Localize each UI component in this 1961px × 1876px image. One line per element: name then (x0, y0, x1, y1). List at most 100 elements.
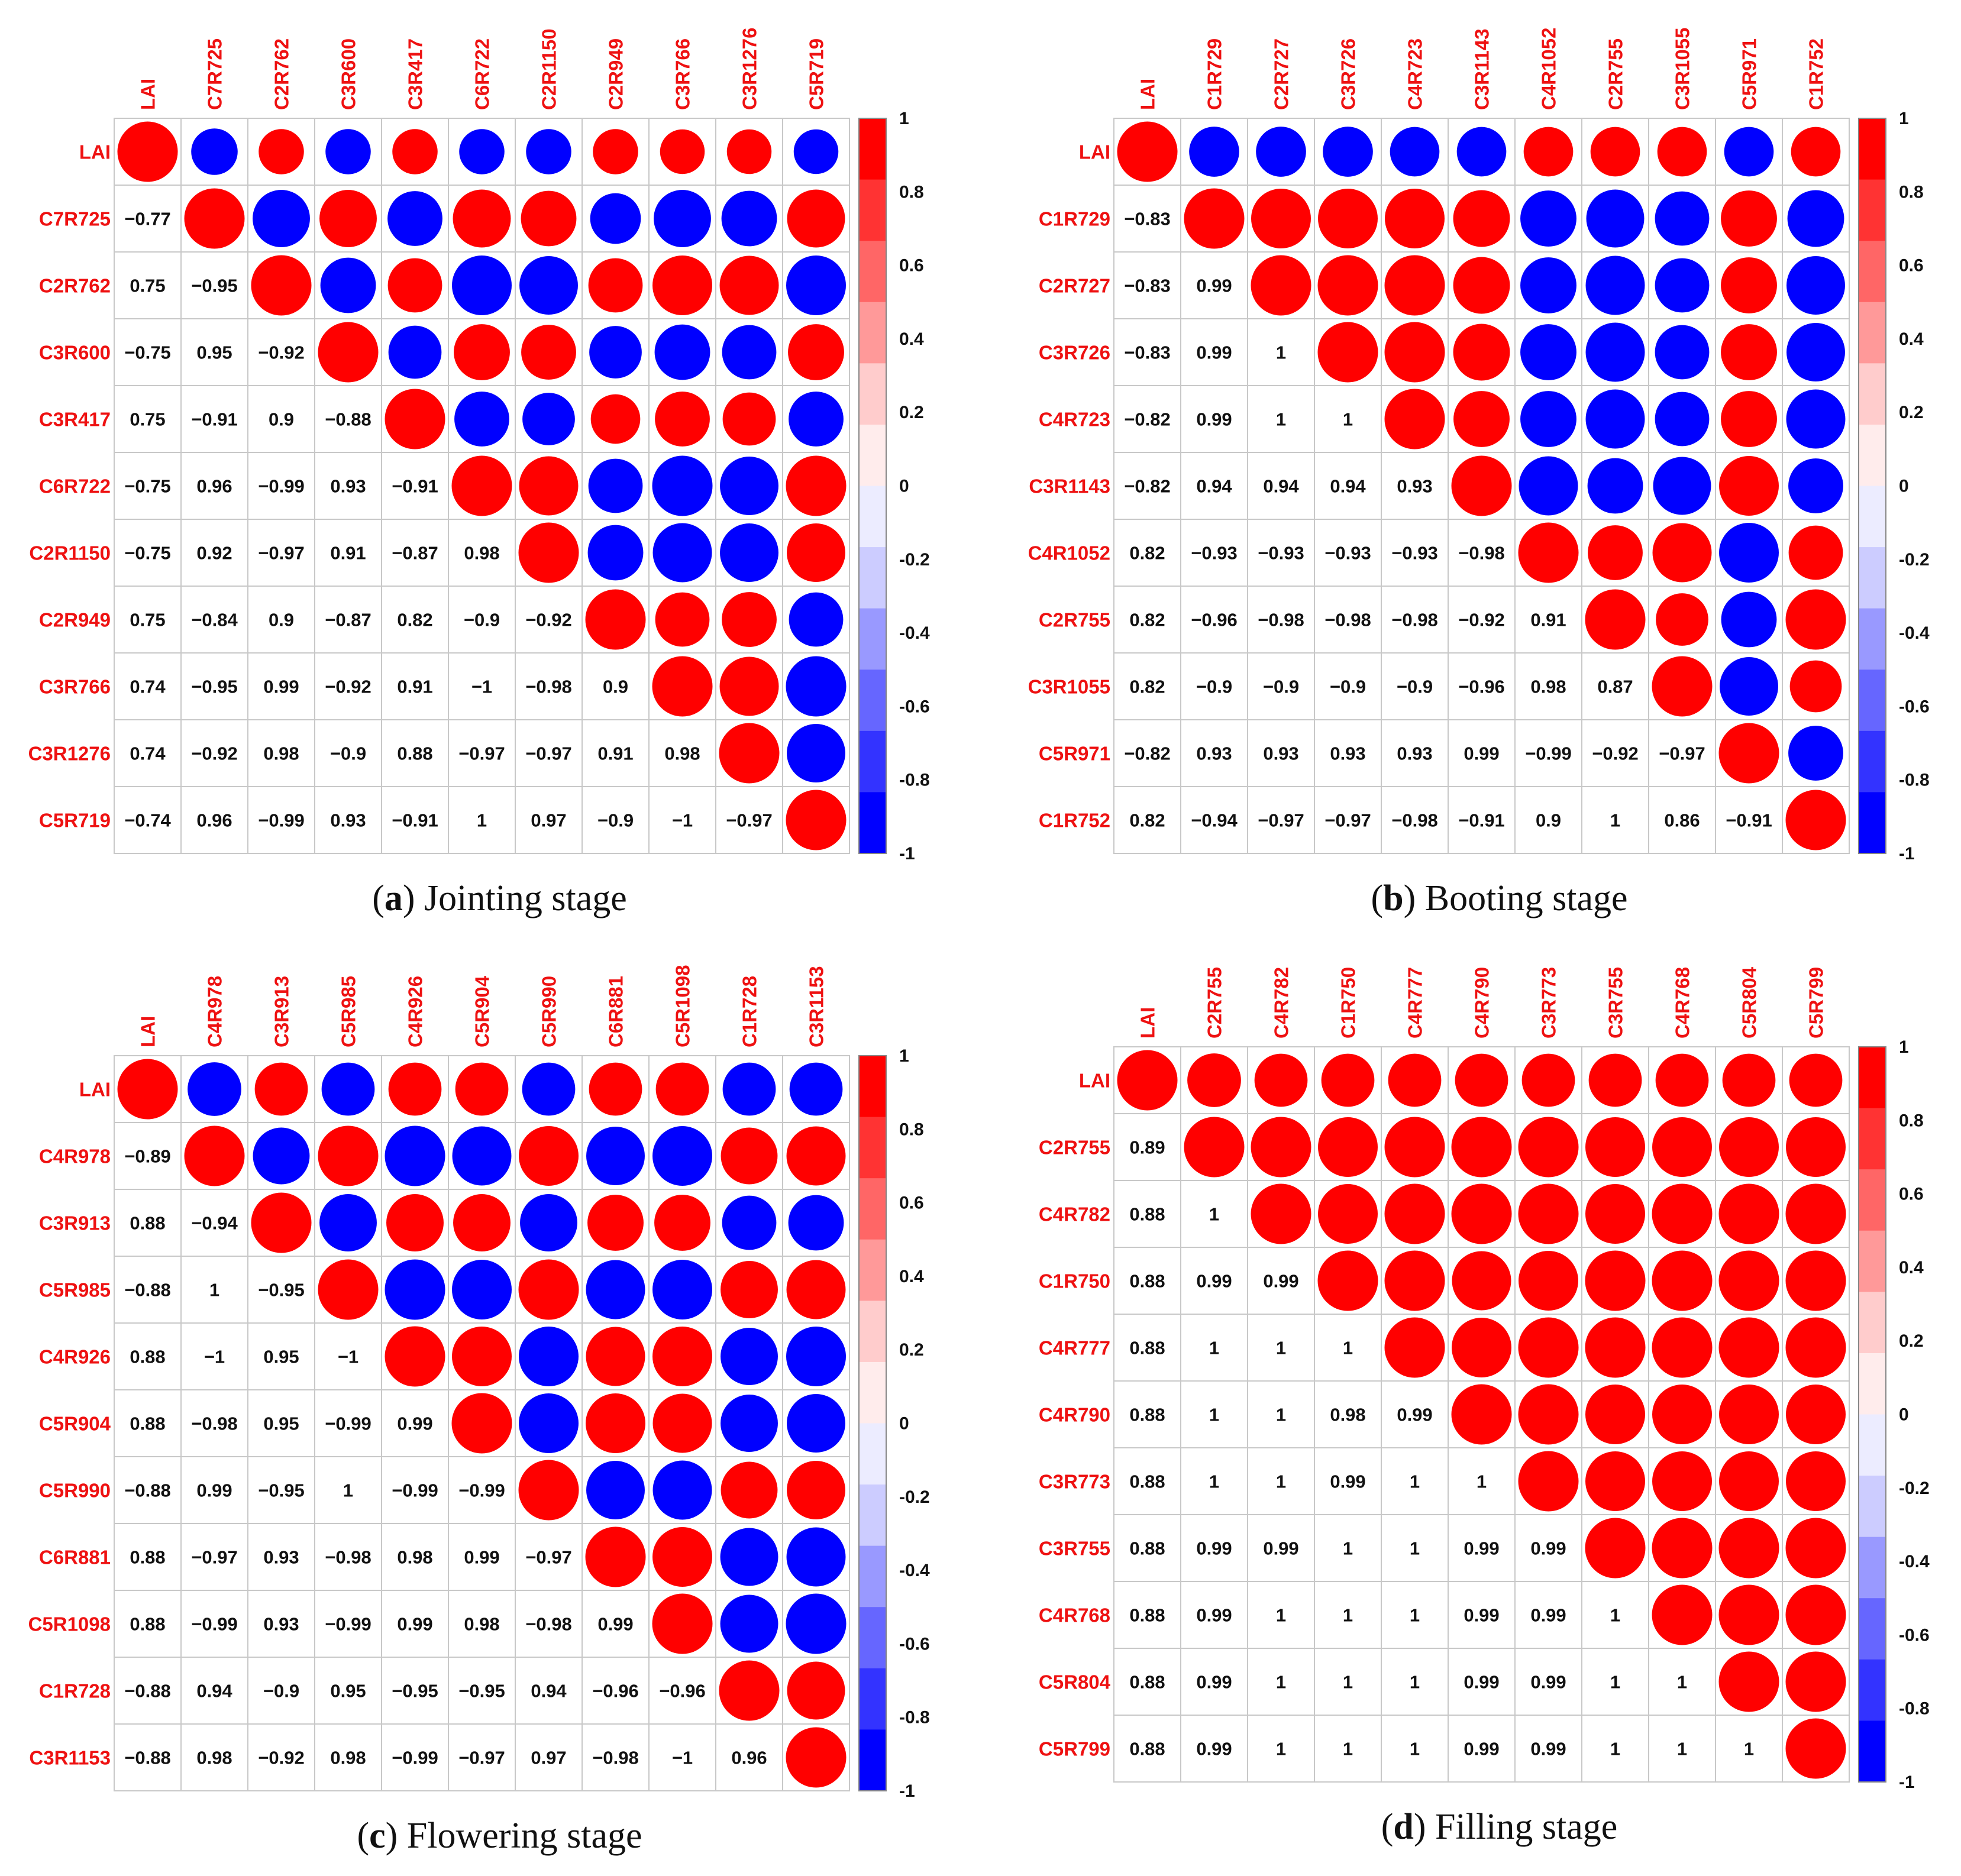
row-label: C1R729 (1039, 208, 1110, 230)
correlation-circle (1585, 1451, 1645, 1511)
correlation-value: 0.88 (130, 1547, 165, 1568)
correlation-value: 0.94 (1330, 476, 1366, 497)
row-label: C5R719 (39, 810, 111, 832)
correlation-circle (1251, 189, 1311, 248)
correlation-circle (586, 1327, 645, 1386)
correlation-value: 0.94 (1196, 476, 1232, 497)
correlation-circle (1721, 257, 1777, 313)
correlation-value: −0.99 (392, 1748, 438, 1768)
colorbar-tick: 1 (1899, 109, 1909, 128)
correlation-circle (652, 1527, 712, 1587)
correlation-circle (1318, 1117, 1378, 1177)
correlation-value: 0.88 (1129, 1405, 1165, 1425)
correlation-value: 0.99 (1397, 1405, 1432, 1425)
correlation-value: 0.88 (130, 1414, 165, 1434)
correlation-value: 1 (1276, 1605, 1286, 1626)
colorbar-tick: -0.2 (899, 1487, 930, 1507)
row-label: C2R755 (1039, 609, 1110, 631)
correlation-circle (720, 457, 778, 515)
panel-caption: (c) Flowering stage (357, 1816, 642, 1856)
correlation-circle (1652, 1385, 1712, 1444)
correlation-circle (451, 455, 512, 516)
row-label: LAI (1079, 141, 1110, 163)
correlation-circle (520, 1194, 577, 1251)
correlation-value: 1 (1276, 409, 1286, 430)
correlation-circle (652, 1460, 712, 1520)
correlation-value: 0.99 (1464, 1739, 1499, 1759)
correlation-value: 0.93 (263, 1547, 299, 1568)
correlation-value: −0.9 (464, 610, 500, 630)
correlation-circle (722, 1062, 776, 1116)
correlation-circle (1318, 1184, 1378, 1244)
row-label: C4R723 (1039, 409, 1110, 431)
correlation-value: −0.99 (392, 1480, 438, 1501)
colorbar-tick: 0.4 (1899, 1258, 1924, 1277)
correlation-value: 0.96 (196, 810, 232, 831)
colorbar-tick: -1 (1899, 1773, 1915, 1792)
correlation-value: 1 (1343, 1338, 1353, 1359)
panel-caption: (b) Booting stage (1371, 878, 1628, 918)
correlation-value: 0.82 (1129, 677, 1165, 697)
row-label: C4R926 (39, 1346, 111, 1368)
row-label: LAI (79, 141, 111, 163)
colorbar-tick: -0.6 (899, 697, 930, 716)
correlation-value: 0.91 (330, 543, 366, 564)
correlation-value: 0.99 (1196, 1605, 1232, 1626)
correlation-value: −0.92 (258, 342, 304, 363)
colorbar-tick: 0 (899, 1414, 909, 1434)
correlation-circle (1453, 324, 1510, 381)
column-label: C3R1276 (739, 28, 761, 110)
correlation-circle (1652, 1317, 1713, 1378)
correlation-circle (655, 392, 710, 447)
correlation-circle (721, 1395, 778, 1452)
correlation-value: 1 (1744, 1739, 1754, 1759)
colorbar-step (1859, 1598, 1886, 1660)
correlation-circle (455, 1062, 509, 1116)
correlation-circle (385, 1259, 445, 1320)
correlation-circle (1788, 458, 1843, 513)
correlation-circle (1718, 723, 1779, 784)
correlation-circle (254, 1062, 308, 1116)
correlation-circle (454, 392, 509, 447)
correlation-value: −0.9 (263, 1681, 299, 1702)
correlation-circle (1585, 322, 1645, 382)
correlation-circle (1718, 1584, 1779, 1645)
correlation-value: −0.93 (1324, 543, 1371, 564)
colorbar-tick: -1 (899, 1781, 915, 1801)
correlation-circle (452, 1260, 512, 1319)
correlation-value: −0.82 (1124, 476, 1170, 497)
colorbar-step (859, 1607, 886, 1669)
colorbar-step (859, 608, 886, 670)
correlation-value: 1 (1610, 1739, 1620, 1759)
correlation-circle (1518, 1384, 1579, 1445)
row-label: C6R881 (39, 1547, 111, 1568)
correlation-value: −0.99 (458, 1480, 505, 1501)
correlation-circle (319, 1194, 377, 1251)
correlation-value: −0.9 (1330, 677, 1366, 697)
correlation-circle (451, 1393, 512, 1454)
correlation-value: −0.99 (258, 810, 304, 831)
colorbar-tick: -1 (899, 844, 915, 863)
colorbar-step (859, 1423, 886, 1485)
row-label: C5R1098 (28, 1613, 111, 1635)
colorbar-tick: 0.6 (1899, 1185, 1924, 1204)
correlation-circle (1518, 522, 1579, 583)
correlation-value: −0.97 (1659, 743, 1705, 764)
correlation-circle (519, 1327, 579, 1386)
panel-b: LAI LAI C1R729 C1R729 C2R727 C2R727 C3R726 C3R7… (1028, 28, 1930, 918)
correlation-value: 1 (209, 1280, 219, 1301)
correlation-value: 0.88 (1129, 1204, 1165, 1225)
correlation-value: 0.82 (1129, 543, 1165, 564)
correlation-value: −0.97 (458, 1748, 505, 1768)
colorbar-step (1859, 1292, 1886, 1354)
correlation-value: 0.99 (1464, 1538, 1499, 1559)
correlation-circle (1388, 1053, 1442, 1107)
correlation-value: 1 (1276, 1672, 1286, 1693)
correlation-value: 0.92 (196, 543, 232, 564)
correlation-circle (319, 190, 377, 247)
correlation-circle (720, 1594, 778, 1653)
correlation-value: 0.99 (1464, 1605, 1499, 1626)
correlation-circle (722, 1195, 777, 1250)
correlation-circle (318, 322, 379, 383)
correlation-value: 0.75 (130, 409, 165, 430)
